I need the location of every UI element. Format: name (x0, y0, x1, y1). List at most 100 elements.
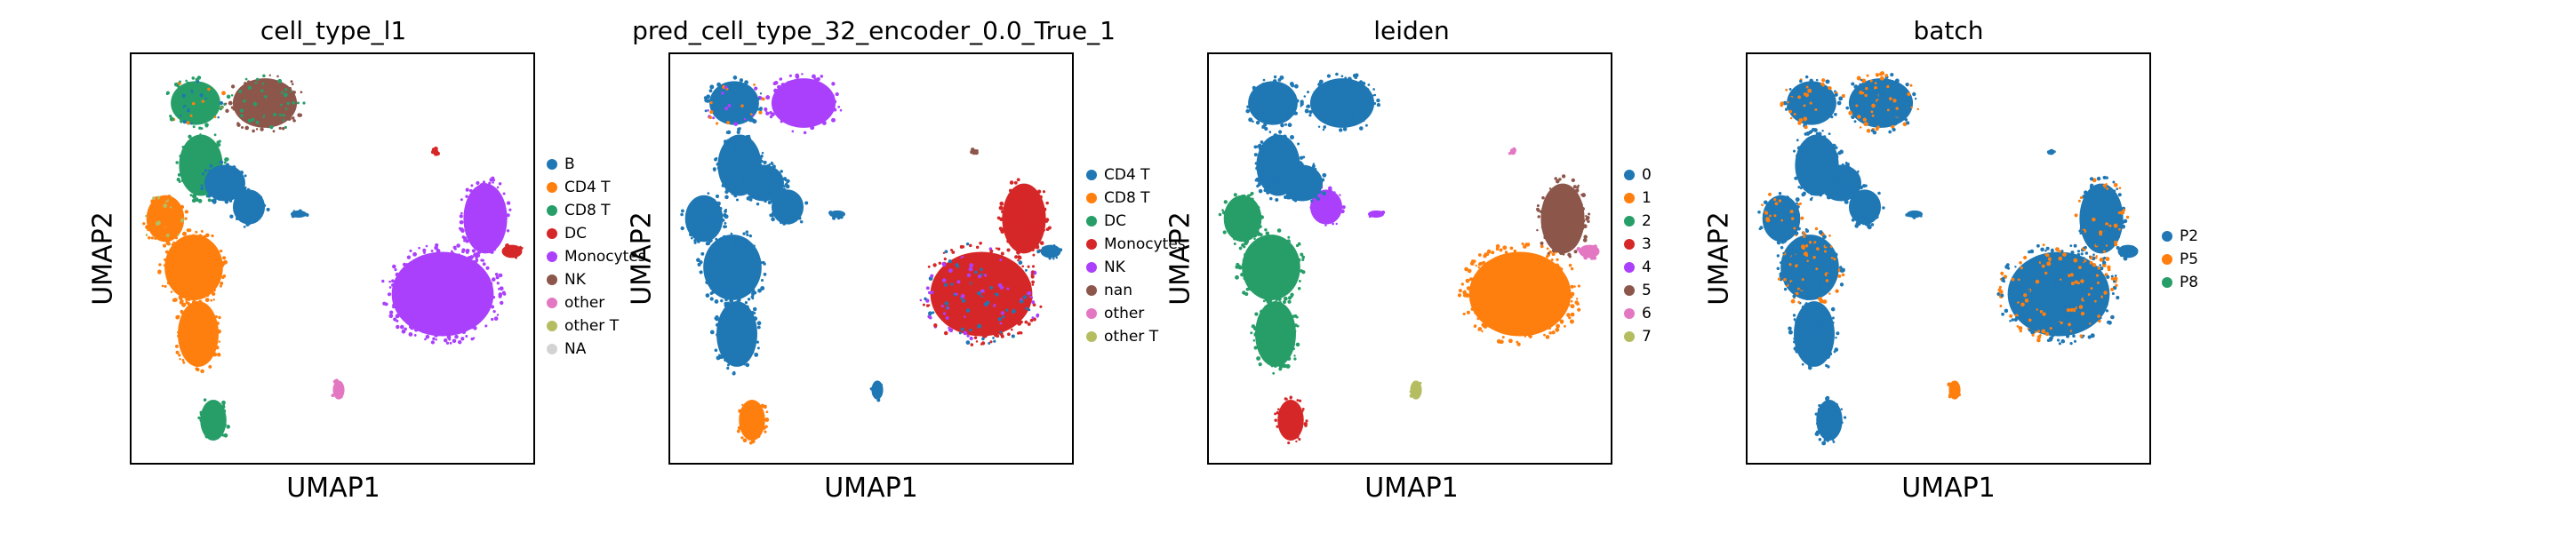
scatter-point (1280, 282, 1284, 287)
scatter-point (1800, 84, 1804, 88)
scatter-point (180, 84, 184, 88)
scatter-point (470, 184, 474, 187)
scatter-point (1832, 179, 1836, 183)
scatter-point (757, 270, 762, 274)
scatter-point (818, 121, 821, 124)
cluster-core (743, 164, 784, 202)
scatter-point (1052, 257, 1055, 260)
scatter-point (2047, 257, 2052, 261)
scatter-point (2063, 274, 2068, 278)
scatter-point (227, 183, 230, 187)
scatter-point (220, 250, 223, 253)
legend-marker (547, 228, 557, 239)
scatter-point (2094, 209, 2099, 213)
scatter-point (942, 312, 947, 315)
scatter-point (1006, 287, 1010, 290)
scatter-point (425, 244, 428, 248)
cluster-top-left (703, 76, 765, 131)
scatter-point (1498, 324, 1502, 330)
scatter-point (252, 88, 255, 92)
scatter-point (2125, 215, 2130, 219)
scatter-point (1544, 216, 1548, 219)
scatter-point (1557, 243, 1563, 249)
scatter-point (1876, 125, 1880, 129)
scatter-point (1573, 250, 1578, 254)
scatter-point (984, 274, 988, 276)
scatter-point (196, 292, 200, 297)
plot-area (130, 52, 535, 465)
scatter-point (756, 202, 760, 206)
scatter-point (1825, 243, 1829, 247)
scatter-point (925, 286, 930, 290)
scatter-point (2061, 339, 2065, 344)
scatter-point (2041, 329, 2046, 334)
scatter-point (395, 280, 400, 285)
scatter-point (780, 120, 783, 123)
scatter-point (1771, 225, 1776, 229)
scatter-point (422, 279, 428, 284)
scatter-point (752, 410, 756, 414)
scatter-point (1258, 147, 1263, 151)
scatter-point (1542, 282, 1548, 286)
scatter-point (734, 241, 737, 244)
cluster-speck (2046, 148, 2056, 155)
scatter-point (2025, 276, 2028, 279)
scatter-point (1268, 301, 1271, 305)
scatter-point (732, 84, 737, 88)
scatter-point (1501, 274, 1506, 278)
scatter-point (1844, 162, 1848, 164)
scatter-point (204, 169, 208, 172)
scatter-point (1515, 274, 1518, 277)
scatter-point (1793, 338, 1796, 340)
scatter-point (2090, 226, 2093, 229)
scatter-point (1830, 257, 1834, 259)
scatter-point (729, 267, 733, 271)
scatter-point (722, 156, 725, 160)
scatter-point (744, 407, 748, 410)
scatter-point (1820, 237, 1823, 242)
scatter-point (162, 199, 166, 203)
scatter-point (228, 199, 233, 203)
scatter-point (2088, 322, 2092, 325)
scatter-point (722, 235, 726, 239)
scatter-point (1555, 188, 1558, 192)
scatter-point (204, 136, 208, 139)
scatter-point (1502, 265, 1508, 269)
scatter-point (1757, 211, 1761, 214)
scatter-point (1483, 325, 1486, 329)
scatter-point (2068, 322, 2072, 327)
scatter-point (1266, 171, 1269, 175)
scatter-point (1295, 315, 1299, 319)
scatter-point (1286, 315, 1289, 318)
scatter-point (411, 287, 415, 291)
scatter-point (1851, 82, 1855, 86)
scatter-point (1495, 282, 1499, 286)
scatter-point (2113, 276, 2118, 282)
scatter-point (1784, 282, 1788, 286)
scatter-point (235, 217, 239, 221)
scatter-point (1819, 279, 1822, 283)
scatter-point (2116, 296, 2120, 300)
scatter-point (197, 416, 201, 420)
scatter-point (778, 183, 781, 187)
scatter-point (1490, 265, 1494, 269)
scatter-point (733, 137, 737, 140)
scatter-point (828, 211, 833, 216)
scatter-point (1327, 80, 1332, 84)
scatter-point (171, 243, 174, 246)
scatter-point (187, 336, 191, 340)
scatter-point (1318, 100, 1322, 104)
scatter-point (989, 340, 993, 344)
scatter-point (1861, 78, 1867, 84)
scatter-point (1543, 203, 1547, 206)
scatter-point (1813, 177, 1818, 181)
scatter-point (1525, 290, 1529, 293)
scatter-point (763, 160, 767, 164)
scatter-point (339, 392, 343, 395)
legend-marker (547, 321, 557, 331)
scatter-point (1039, 305, 1043, 308)
scatter-point (1289, 187, 1293, 191)
scatter-point (1892, 123, 1896, 125)
scatter-point (1801, 312, 1804, 316)
scatter-point (719, 207, 723, 211)
